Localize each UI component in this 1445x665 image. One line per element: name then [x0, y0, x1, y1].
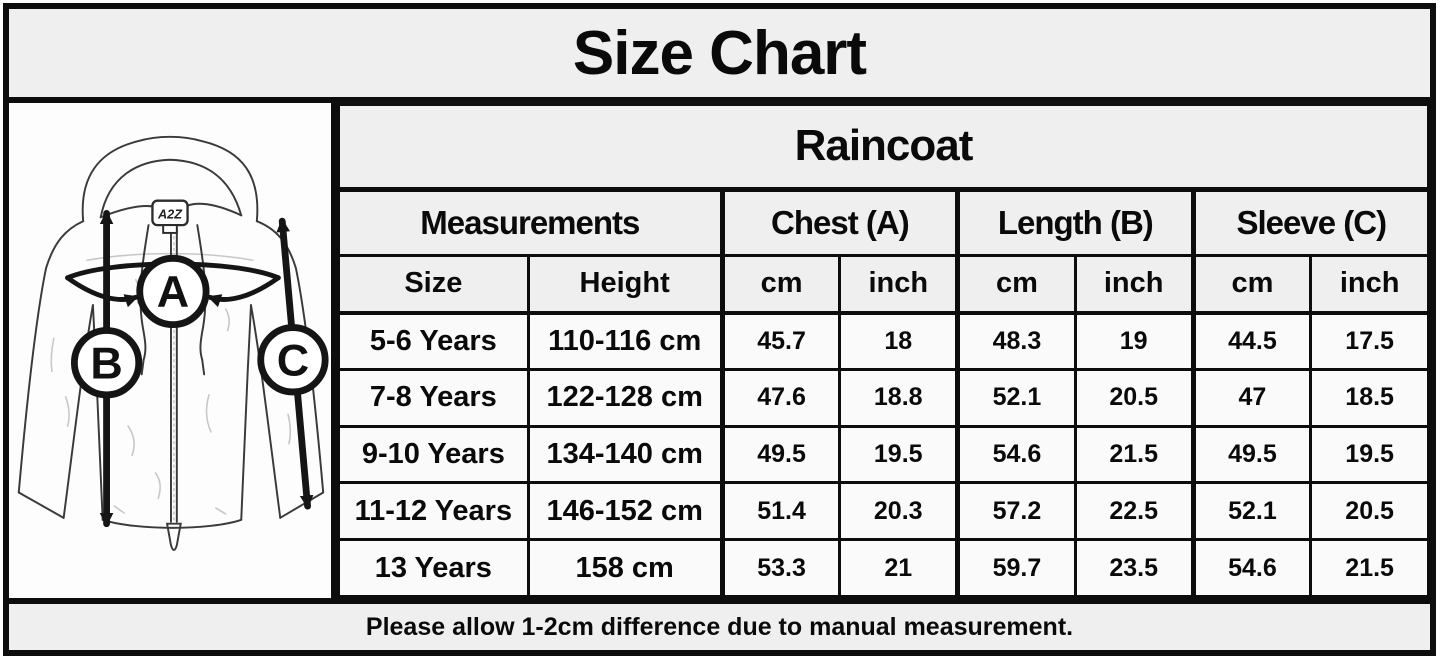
size-chart-sheet: Size Chart	[3, 3, 1436, 656]
right-body-seam	[240, 304, 252, 521]
column-header-chest-cm: cm	[719, 253, 842, 315]
measurement-value-cell: 51.4	[719, 481, 842, 542]
brand-tag: A2Z	[151, 199, 189, 234]
measurement-value-cell: 20.5	[1309, 481, 1430, 542]
size-table-body: 5-6 Years 110-116 cm 45.7 18 48.3 19 44.5 17.5 7…	[337, 311, 1430, 598]
size-cell: 13 Years	[337, 538, 530, 598]
hood-opening	[99, 158, 243, 219]
measurement-value-cell: 44.5	[1190, 311, 1313, 371]
measurement-value-cell: 21.5	[1309, 538, 1430, 598]
size-cell: 7-8 Years	[337, 368, 530, 428]
measurement-value-cell: 18	[838, 311, 960, 371]
column-header-length-cm: cm	[955, 253, 1077, 315]
measurement-value-cell: 22.5	[1073, 481, 1195, 542]
measurement-value-cell: 18.8	[838, 368, 960, 428]
size-cell: 11-12 Years	[337, 481, 530, 542]
marker-b-label: B	[90, 337, 122, 388]
measurement-value-cell: 21	[838, 538, 960, 598]
measurement-value-cell: 59.7	[955, 538, 1077, 598]
measurement-value-cell: 20.5	[1073, 368, 1195, 428]
measurement-value-cell: 54.6	[955, 424, 1077, 485]
hem	[101, 518, 243, 529]
measurement-value-cell: 18.5	[1309, 368, 1430, 428]
hood-outline	[81, 135, 259, 223]
height-cell: 146-152 cm	[526, 481, 724, 542]
measurement-value-cell: 47.6	[719, 368, 842, 428]
drawstrings	[139, 224, 207, 376]
marker-a-label: A	[157, 266, 189, 317]
measurement-value-cell: 54.6	[1190, 538, 1313, 598]
marker-b-circle	[70, 327, 143, 399]
measurement-value-cell: 19.5	[1309, 424, 1430, 485]
column-header-sleeve-cm: cm	[1190, 253, 1313, 315]
measurement-value-cell: 52.1	[955, 368, 1077, 428]
column-group-sleeve: Sleeve (C)	[1190, 187, 1431, 257]
measurement-value-cell: 49.5	[719, 424, 842, 485]
size-table: Raincoat Measurements Chest (A) Length (…	[337, 103, 1431, 598]
column-header-length-inch: inch	[1073, 253, 1195, 315]
marker-c-label: C	[277, 334, 309, 385]
group-header-row: Measurements Chest (A) Length (B) Sleeve…	[337, 187, 1431, 257]
main-area: A2Z	[9, 103, 1431, 598]
column-header-height: Height	[526, 253, 724, 315]
column-group-measurements: Measurements	[337, 187, 724, 257]
height-cell: 122-128 cm	[526, 368, 724, 428]
size-cell: 9-10 Years	[337, 424, 530, 485]
table-row: 5-6 Years 110-116 cm 45.7 18 48.3 19 44.5 17.5	[337, 311, 1430, 371]
measurement-value-cell: 48.3	[955, 311, 1077, 371]
measurement-value-cell: 45.7	[719, 311, 842, 371]
column-header-sleeve-inch: inch	[1309, 253, 1430, 315]
measurement-value-cell: 52.1	[1190, 481, 1313, 542]
measurement-value-cell: 23.5	[1073, 538, 1195, 598]
measurement-value-cell: 19	[1073, 311, 1195, 371]
measurement-value-cell: 17.5	[1309, 311, 1430, 371]
measurement-value-cell: 57.2	[955, 481, 1077, 542]
column-group-chest: Chest (A)	[719, 187, 960, 257]
size-table-panel: Raincoat Measurements Chest (A) Length (…	[337, 103, 1431, 598]
brand-tag-label: A2Z	[157, 207, 183, 221]
measurement-value-cell: 53.3	[719, 538, 842, 598]
marker-c-circle	[257, 324, 329, 396]
raincoat-illustration: A2Z	[17, 135, 329, 552]
height-cell: 110-116 cm	[526, 311, 724, 371]
table-row: 7-8 Years 122-128 cm 47.6 18.8 52.1 20.5 47 18.…	[337, 368, 1430, 428]
column-header-chest-inch: inch	[838, 253, 960, 315]
table-row: 11-12 Years 146-152 cm 51.4 20.3 57.2 22.5 52.…	[337, 481, 1430, 542]
column-header-size: Size	[337, 253, 530, 315]
column-group-length: Length (B)	[955, 187, 1195, 257]
product-header-row: Raincoat	[337, 103, 1430, 192]
product-name: Raincoat	[337, 103, 1430, 192]
measurement-value-cell: 49.5	[1190, 424, 1313, 485]
left-sleeve	[17, 220, 85, 494]
sub-header-row: Size Height cm inch cm inch cm inch	[337, 253, 1430, 315]
height-cell: 158 cm	[526, 538, 724, 598]
zipper-pull	[165, 522, 182, 552]
table-row: 13 Years 158 cm 53.3 21 59.7 23.5 54.6 21.5	[337, 538, 1430, 598]
height-cell: 134-140 cm	[526, 424, 724, 485]
raincoat-illustration-panel: A2Z	[9, 103, 337, 598]
measurement-value-cell: 20.3	[838, 481, 960, 542]
marker-a-circle	[136, 254, 210, 329]
measurement-annotations: A B C	[65, 209, 329, 528]
measurement-value-cell: 21.5	[1073, 424, 1195, 485]
size-cell: 5-6 Years	[337, 311, 530, 371]
measurement-value-cell: 47	[1190, 368, 1313, 428]
footer-note: Please allow 1-2cm difference due to man…	[9, 598, 1430, 650]
table-row: 9-10 Years 134-140 cm 49.5 19.5 54.6 21.5 49.5…	[337, 424, 1430, 485]
page-title: Size Chart	[9, 9, 1430, 103]
measurement-value-cell: 19.5	[838, 424, 960, 485]
